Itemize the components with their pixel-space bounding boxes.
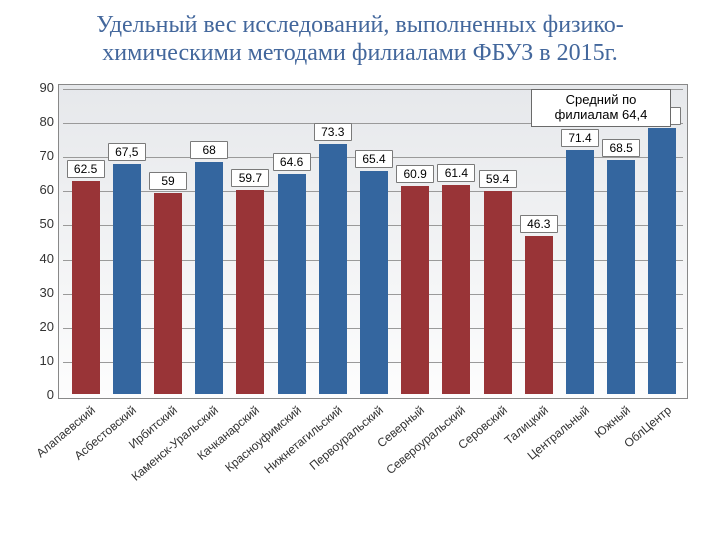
bar <box>607 160 635 394</box>
y-tick-label: 20 <box>24 319 54 334</box>
bar-value-label: 68.5 <box>602 139 640 157</box>
bar-value-label: 46.3 <box>520 215 558 233</box>
bar-value-label: 62.5 <box>67 160 105 178</box>
bar-value-label: 60.9 <box>396 165 434 183</box>
bar-value-label: 71.4 <box>561 129 599 147</box>
title-line-2: химическими методами филиалами ФБУЗ в 20… <box>102 40 617 66</box>
y-tick-label: 60 <box>24 182 54 197</box>
bar-value-label: 59.4 <box>479 170 517 188</box>
bar-value-label: 73.3 <box>314 123 352 141</box>
y-tick-label: 0 <box>24 387 54 402</box>
bar-value-label: 61.4 <box>437 164 475 182</box>
bar-value-label: 64.6 <box>273 153 311 171</box>
bar <box>195 162 223 394</box>
bar <box>401 186 429 394</box>
bars-container: 62.567,5596859.764.673.365.460.961.459.4… <box>63 89 683 394</box>
bar <box>319 144 347 394</box>
bar-value-label: 59 <box>149 172 187 190</box>
bar <box>566 150 594 394</box>
bar-value-label: 68 <box>190 141 228 159</box>
y-tick-label: 30 <box>24 285 54 300</box>
bar-value-label: 67,5 <box>108 143 146 161</box>
bar <box>278 174 306 394</box>
average-annotation: Средний по филиалам 64,4 <box>531 89 671 127</box>
bar <box>72 181 100 394</box>
title-line-1: Удельный вес исследований, выполненных ф… <box>96 12 624 38</box>
category-label: Первоуральский <box>307 403 386 473</box>
avg-line-1: Средний по <box>566 92 637 107</box>
y-tick-label: 50 <box>24 216 54 231</box>
y-tick-label: 80 <box>24 114 54 129</box>
bar <box>648 128 676 394</box>
chart-title: Удельный вес исследований, выполненных ф… <box>40 12 680 67</box>
y-tick-label: 70 <box>24 148 54 163</box>
bar <box>484 191 512 394</box>
bar-value-label: 65.4 <box>355 150 393 168</box>
bar-value-label: 59.7 <box>231 169 269 187</box>
bar <box>360 171 388 394</box>
bar <box>236 190 264 394</box>
chart: 62.567,5596859.764.673.365.460.961.459.4… <box>22 80 698 500</box>
plot-area: 62.567,5596859.764.673.365.460.961.459.4… <box>58 84 688 399</box>
avg-line-2: филиалам 64,4 <box>555 107 648 122</box>
bar <box>442 185 470 394</box>
y-tick-label: 90 <box>24 80 54 95</box>
bar <box>154 193 182 394</box>
y-tick-label: 40 <box>24 251 54 266</box>
bar <box>525 236 553 394</box>
slide: Удельный вес исследований, выполненных ф… <box>0 0 720 540</box>
y-tick-label: 10 <box>24 353 54 368</box>
plot-inner: 62.567,5596859.764.673.365.460.961.459.4… <box>63 89 683 394</box>
bar <box>113 164 141 394</box>
